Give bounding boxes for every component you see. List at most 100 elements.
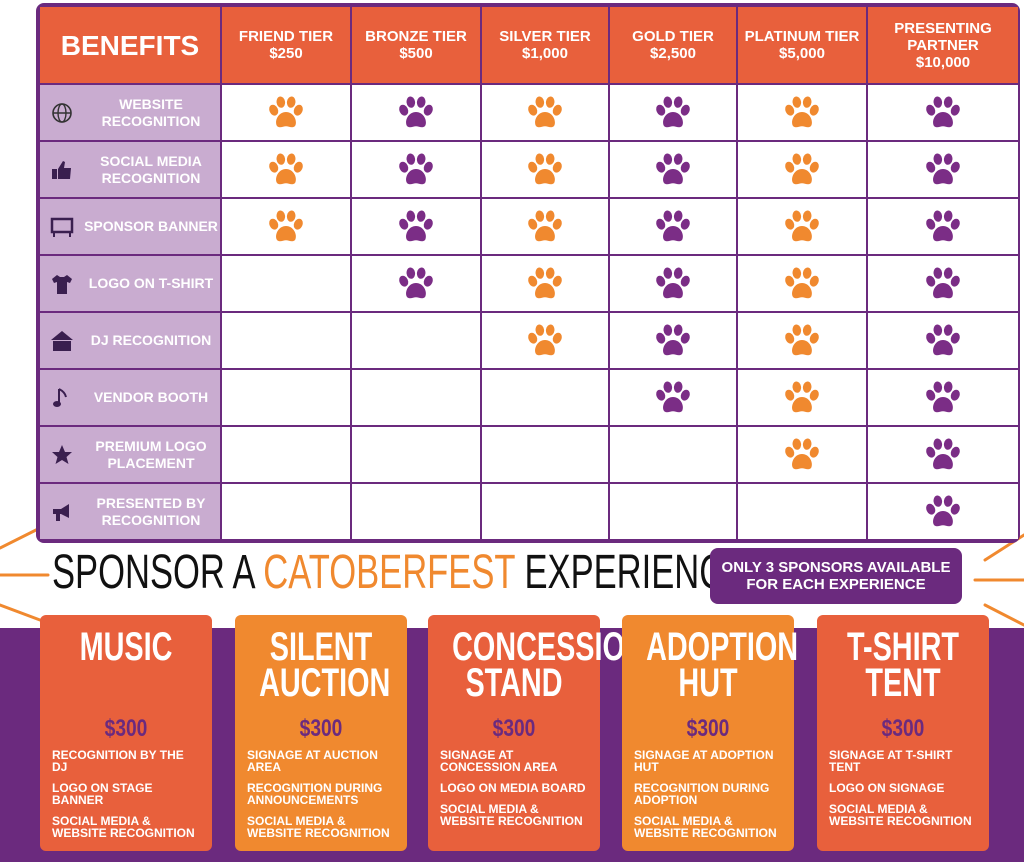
card-item: LOGO ON MEDIA BOARD: [440, 781, 586, 795]
tier-cell: [610, 199, 736, 254]
header-benefits: BENEFITS: [40, 7, 220, 83]
paw-icon: [785, 266, 819, 298]
tier-name: PLATINUM TIER: [744, 28, 860, 45]
tier-price: $2,500: [650, 45, 696, 62]
tier-cell: [868, 427, 1018, 482]
tier-cell: [610, 427, 736, 482]
tier-cell: [482, 85, 608, 140]
tier-cell: [352, 427, 480, 482]
tier-header: PRESENTING PARTNER $10,000: [868, 7, 1018, 83]
tier-cell: [482, 142, 608, 197]
benefit-label: LOGO ON T-SHIRT: [88, 275, 214, 291]
benefit-icon: [53, 387, 67, 407]
benefit-label: SOCIAL MEDIA RECOGNITION: [100, 152, 202, 186]
paw-icon: [926, 152, 960, 184]
tier-cell: [738, 370, 866, 425]
card-item: RECOGNITION DURING ADOPTION: [634, 781, 770, 807]
tier-name: PRESENTING PARTNER: [894, 19, 992, 54]
tier-header: BRONZE TIER $500: [352, 7, 480, 83]
benefit-label: WEBSITE RECOGNITION: [101, 95, 201, 129]
card-item: LOGO ON SIGNAGE: [829, 781, 945, 795]
paw-icon: [785, 209, 819, 241]
paw-icon: [785, 95, 819, 127]
tier-cell: [482, 427, 608, 482]
tier-cell: [352, 199, 480, 254]
card-price: $300: [104, 715, 148, 742]
paw-icon: [528, 152, 562, 184]
paw-icon: [399, 152, 433, 184]
tier-cell: [610, 484, 736, 539]
tier-cell: [610, 85, 736, 140]
card-item: SOCIAL MEDIA & WEBSITE RECOGNITION: [829, 802, 972, 828]
card-item: RECOGNITION DURING ANNOUNCEMENTS: [247, 781, 383, 807]
tier-cell: [482, 484, 608, 539]
banner-title: SPONSOR A CATOBERFEST EXPERIENCE!: [52, 545, 757, 600]
benefit-icon: [52, 444, 72, 464]
tier-name: SILVER TIER: [499, 28, 591, 45]
paw-icon: [528, 266, 562, 298]
card-item: RECOGNITION BY THE DJ: [52, 748, 184, 774]
card-item: SIGNAGE AT AUCTION AREA: [247, 748, 378, 774]
banner-note: ONLY 3 SPONSORS AVAILABLE FOR EACH EXPER…: [710, 548, 962, 604]
tier-name: GOLD TIER: [632, 28, 714, 45]
tier-price: $500: [399, 45, 433, 62]
paw-icon: [926, 437, 960, 469]
tier-cell: [738, 427, 866, 482]
benefit-label: VENDOR BOOTH: [93, 389, 209, 405]
tier-cell: [352, 142, 480, 197]
tier-header: PLATINUM TIER $5,000: [738, 7, 866, 83]
tier-cell: [868, 313, 1018, 368]
paw-icon: [656, 266, 690, 298]
card-price: $300: [492, 715, 536, 742]
paw-icon: [269, 152, 303, 184]
benefit-icon: [50, 217, 74, 237]
benefit-icon: [52, 274, 72, 294]
tier-cell: [352, 85, 480, 140]
experience-card: ADOPTION HUT $300 SIGNAGE AT ADOPTION HUT R…: [622, 615, 799, 851]
card-title: T-SHIRT TENT: [846, 625, 959, 705]
card-price: $300: [881, 715, 925, 742]
tier-cell: [738, 256, 866, 311]
tier-header: GOLD TIER $2,500: [610, 7, 736, 83]
tier-cell: [738, 142, 866, 197]
banner-highlight: CATOBERFEST: [263, 546, 515, 599]
tier-price: $1,000: [522, 45, 568, 62]
benefit-icon: [52, 160, 71, 179]
paw-icon: [785, 323, 819, 355]
tier-cell: [352, 484, 480, 539]
benefit-cell: PREMIUM LOGO PLACEMENT: [40, 427, 220, 482]
benefit-cell: PRESENTED BY RECOGNITION: [40, 484, 220, 539]
paw-icon: [528, 323, 562, 355]
card-item: SIGNAGE AT ADOPTION HUT: [634, 748, 774, 774]
card-item: SOCIAL MEDIA & WEBSITE RECOGNITION: [634, 814, 777, 840]
experience-card: T-SHIRT TENT $300 SIGNAGE AT T-SHIRT TENT L…: [817, 615, 989, 851]
tier-cell: [482, 370, 608, 425]
tier-name: BRONZE TIER: [365, 28, 467, 45]
card-item: SIGNAGE AT CONCESSION AREA: [440, 748, 558, 774]
tier-cell: [610, 142, 736, 197]
experience-card: SILENT AUCTION $300 SIGNAGE AT AUCTION ARE…: [235, 615, 407, 851]
paw-icon: [926, 209, 960, 241]
paw-icon: [785, 437, 819, 469]
tier-cell: [352, 313, 480, 368]
benefit-label: DJ RECOGNITION: [90, 332, 212, 348]
card-price: $300: [299, 715, 343, 742]
tier-cell: [868, 484, 1018, 539]
paw-icon: [269, 95, 303, 127]
card-title: ADOPTION HUT: [646, 625, 799, 705]
tier-cell: [222, 484, 350, 539]
tier-cell: [738, 199, 866, 254]
tier-cell: [352, 370, 480, 425]
tier-cell: [482, 313, 608, 368]
tier-cell: [222, 256, 350, 311]
tier-header: SILVER TIER $1,000: [482, 7, 608, 83]
paw-icon: [656, 95, 690, 127]
tier-cell: [352, 256, 480, 311]
tier-cell: [222, 85, 350, 140]
tier-cell: [868, 199, 1018, 254]
card-title: CONCESSION STAND: [452, 625, 646, 705]
card-item: SOCIAL MEDIA & WEBSITE RECOGNITION: [52, 814, 195, 840]
paw-icon: [528, 95, 562, 127]
paw-icon: [926, 380, 960, 412]
